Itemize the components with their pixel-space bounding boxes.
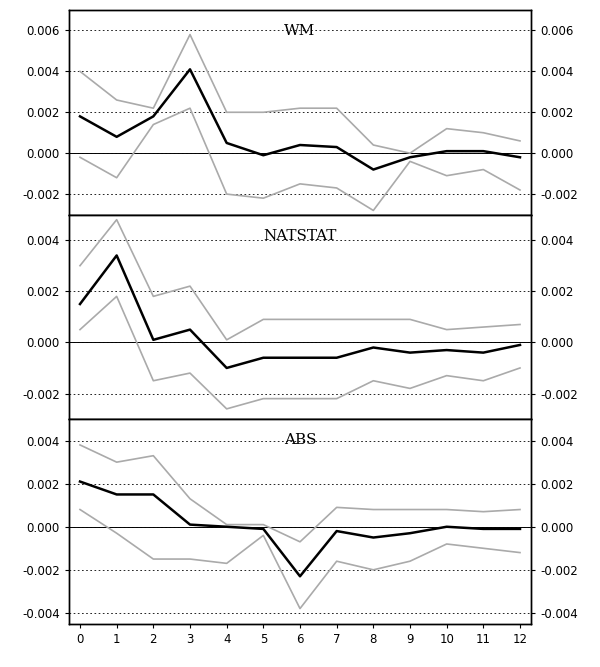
Text: WM: WM	[284, 24, 316, 38]
Text: ABS: ABS	[284, 434, 316, 448]
Text: NATSTAT: NATSTAT	[263, 229, 337, 243]
